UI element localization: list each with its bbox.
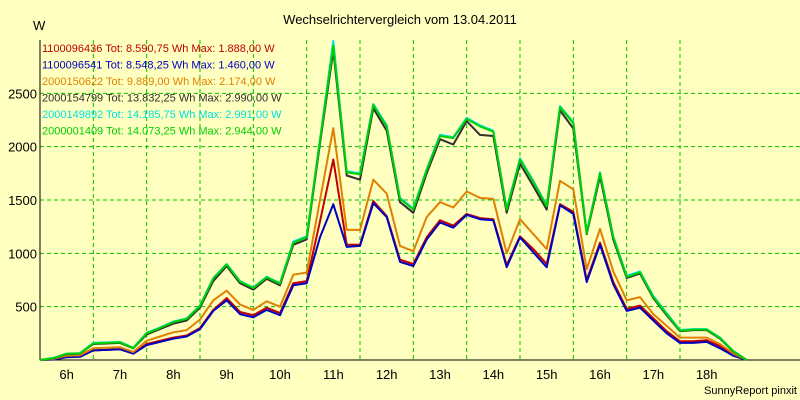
x-tick-label: 11h [323, 367, 344, 382]
x-tick-label: 6h [59, 367, 73, 382]
series-line-2000150622 [39, 127, 748, 361]
legend-entry-1100096541: 1100096541 Tot: 8.548,25 Wh Max: 1.460,0… [42, 60, 275, 72]
chart-title: Wechselrichtervergleich vom 13.04.2011 [283, 12, 517, 27]
x-tick-label: 14h [482, 367, 504, 382]
credit-text: SunnyReport pinxit [704, 385, 797, 397]
x-tick-label: 18h [696, 367, 718, 382]
x-tick-label: 13h [429, 367, 451, 382]
x-tick-label: 9h [219, 367, 233, 382]
legend-entry-1100096436: 1100096436 Tot: 8.590,75 Wh Max: 1.888,0… [42, 43, 275, 55]
x-tick-label: 17h [642, 367, 664, 382]
series-lines [39, 40, 748, 361]
series-line-1100096541 [39, 202, 748, 361]
y-tick-labels: 500 1000 1500 2000 2500 [8, 86, 37, 314]
y-tick-label: 2000 [8, 140, 37, 155]
legend-entry-2000001409: 2000001409 Tot: 14.073,25 Wh Max: 2.944,… [42, 126, 282, 138]
x-tick-labels: 6h 7h 8h 9h 10h 11h 12h 13h 14h 15h 16h 17h 18h [59, 367, 717, 382]
y-tick-label: 500 [15, 300, 37, 315]
y-tick-label: 1500 [8, 193, 37, 208]
legend-entry-2000149892: 2000149892 Tot: 14.185,75 Wh Max: 2.991,… [42, 109, 282, 121]
legend: 1100096436 Tot: 8.590,75 Wh Max: 1.888,0… [42, 43, 282, 138]
series-line-2000001409 [39, 45, 748, 361]
x-tick-label: 16h [589, 367, 611, 382]
y-tick-label: 1000 [8, 246, 37, 261]
x-tick-label: 12h [376, 367, 398, 382]
x-tick-label: 15h [536, 367, 558, 382]
x-tick-label: 8h [166, 367, 180, 382]
y-axis-unit: W [33, 18, 46, 33]
y-tick-label: 2500 [8, 86, 37, 101]
x-tick-label: 7h [113, 367, 127, 382]
legend-entry-2000150622: 2000150622 Tot: 9.889,00 Wh Max: 2.174,0… [42, 76, 276, 88]
legend-entry-2000154799: 2000154799 Tot: 13.832,25 Wh Max: 2.990,… [42, 93, 282, 105]
x-tick-label: 10h [269, 367, 291, 382]
